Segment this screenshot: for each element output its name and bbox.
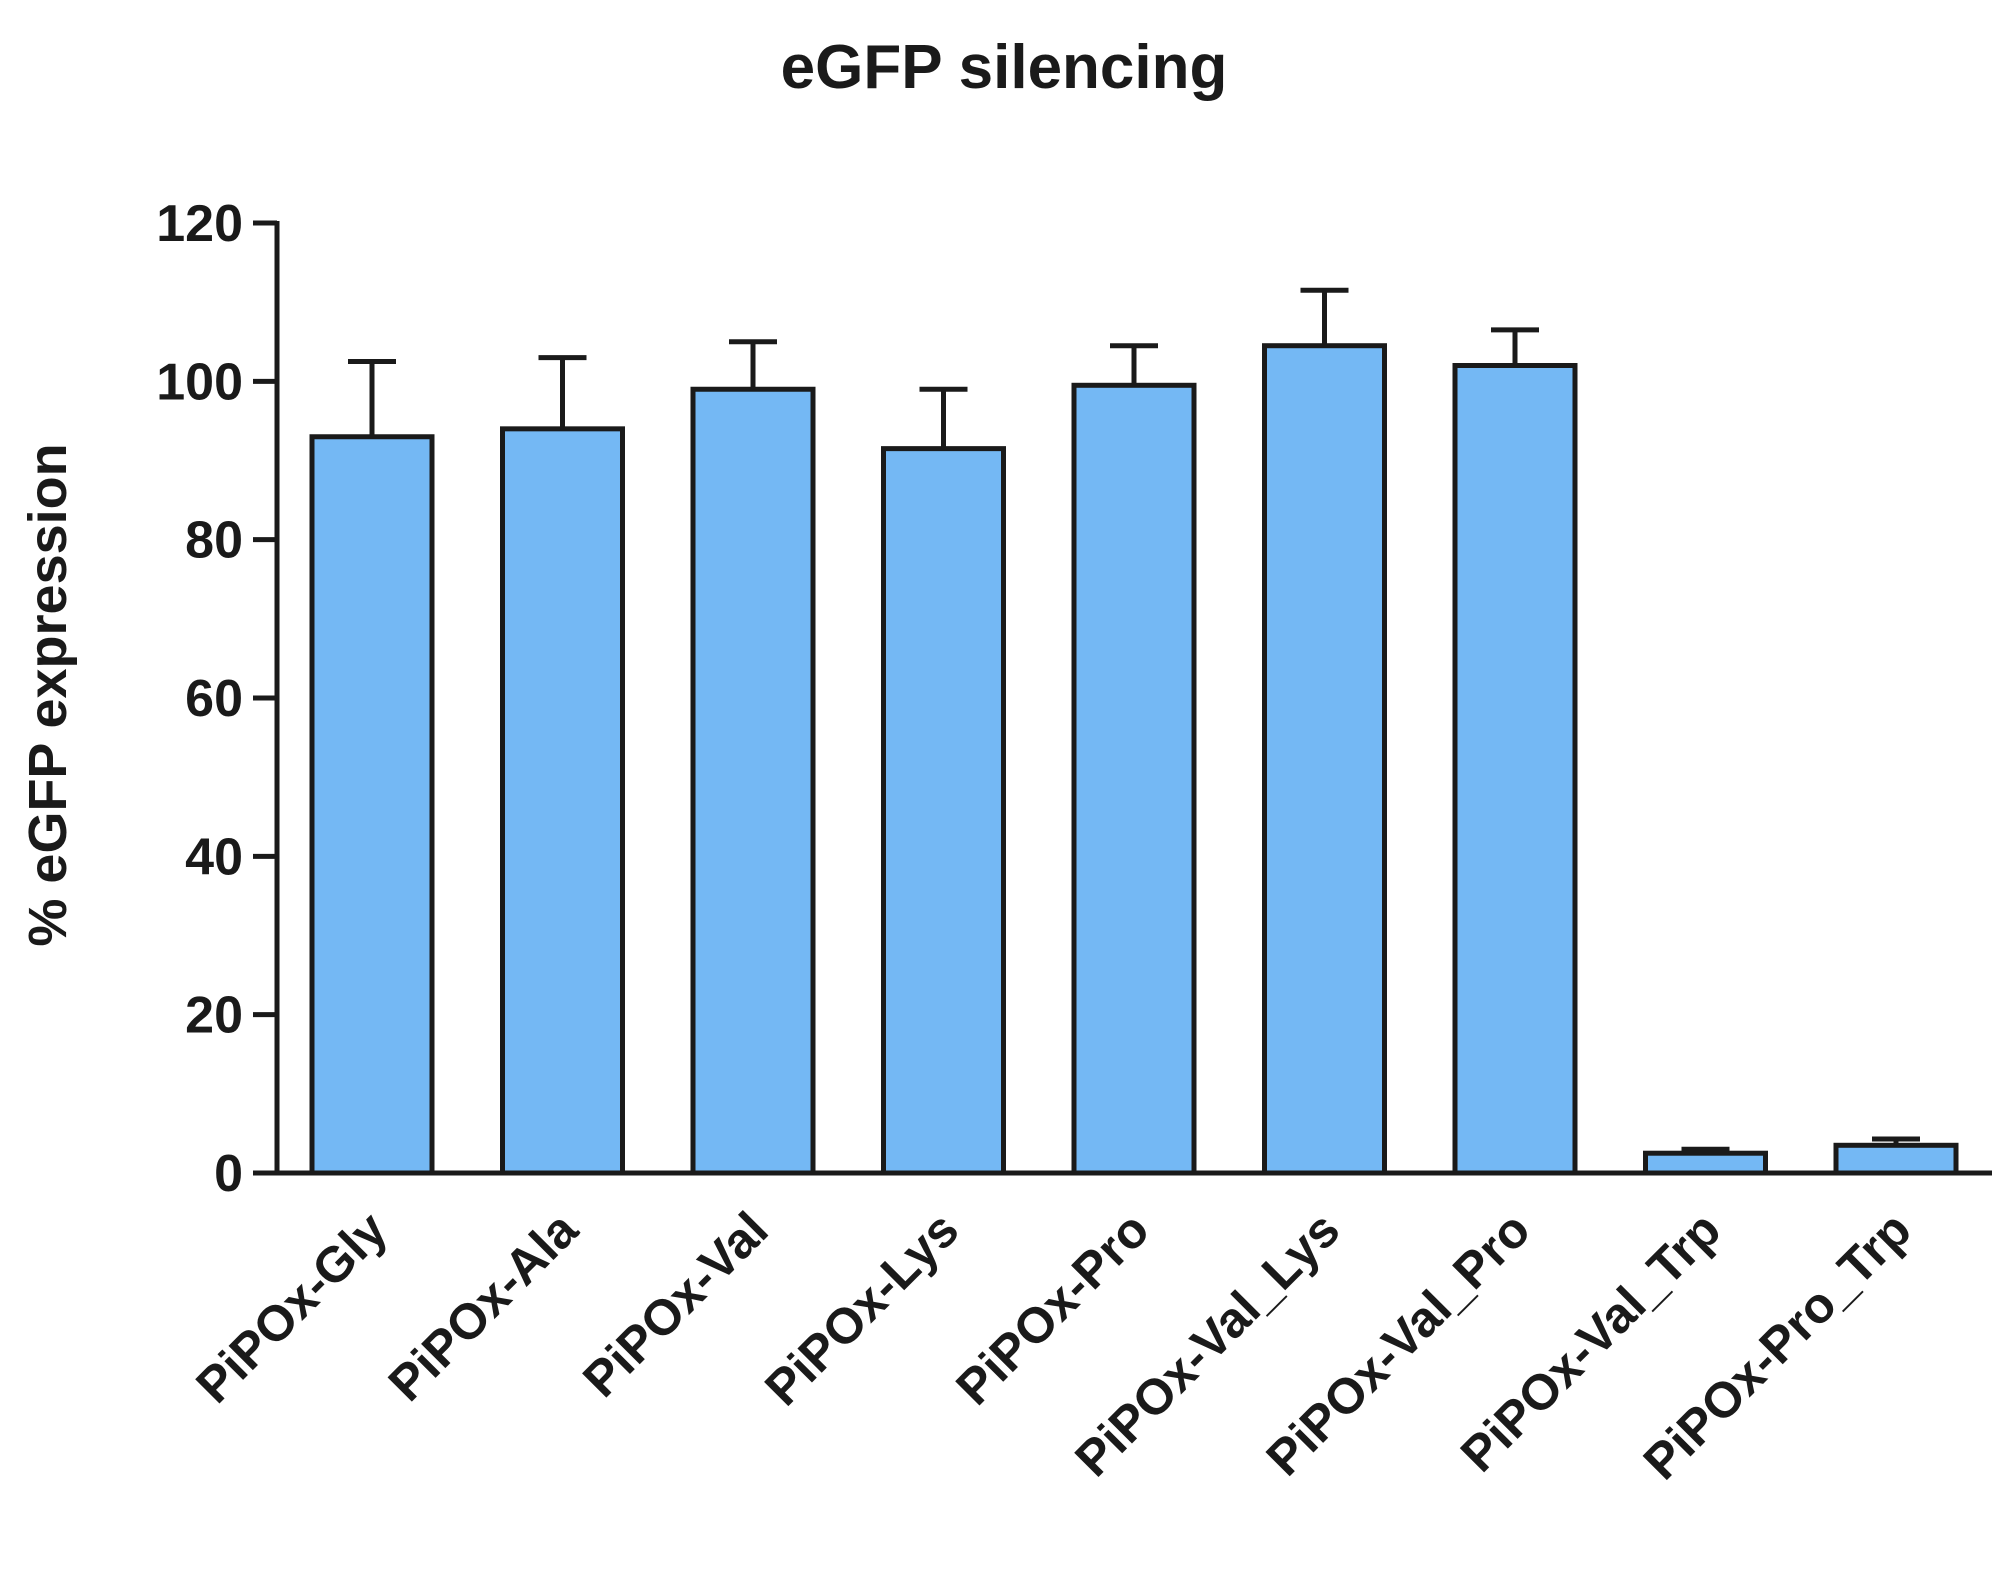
y-tick-label: 0: [214, 1145, 243, 1203]
y-tick-label: 40: [185, 828, 243, 886]
chart-title: eGFP silencing: [781, 33, 1228, 102]
bar: [1833, 1142, 1959, 1176]
y-tick-label: 120: [156, 195, 243, 253]
bar: [881, 446, 1006, 1176]
y-axis-label: % eGFP expression: [18, 443, 78, 946]
bar: [1262, 343, 1387, 1176]
y-tick-label: 100: [156, 353, 243, 411]
bar: [690, 386, 816, 1176]
y-tick-label: 60: [185, 670, 243, 728]
x-category-label: PiPOx-Gly: [185, 1201, 398, 1414]
x-category-label: PiPOx-Ala: [378, 1200, 589, 1411]
y-tick-label: 80: [185, 512, 243, 570]
bar: [1452, 363, 1578, 1176]
bar: [500, 426, 625, 1176]
x-category-label: PiPOx-Val: [572, 1201, 779, 1408]
plot-area: 0 20 40 60 80 100 120 PiPOx-GlyPiPOx-AlaPiPOx-V…: [156, 195, 1992, 1490]
bar: [1071, 382, 1197, 1176]
bar: [1643, 1150, 1768, 1176]
x-category-label: PiPOx-Lys: [754, 1201, 969, 1416]
y-tick-label: 20: [185, 987, 243, 1045]
bar: [309, 434, 435, 1176]
